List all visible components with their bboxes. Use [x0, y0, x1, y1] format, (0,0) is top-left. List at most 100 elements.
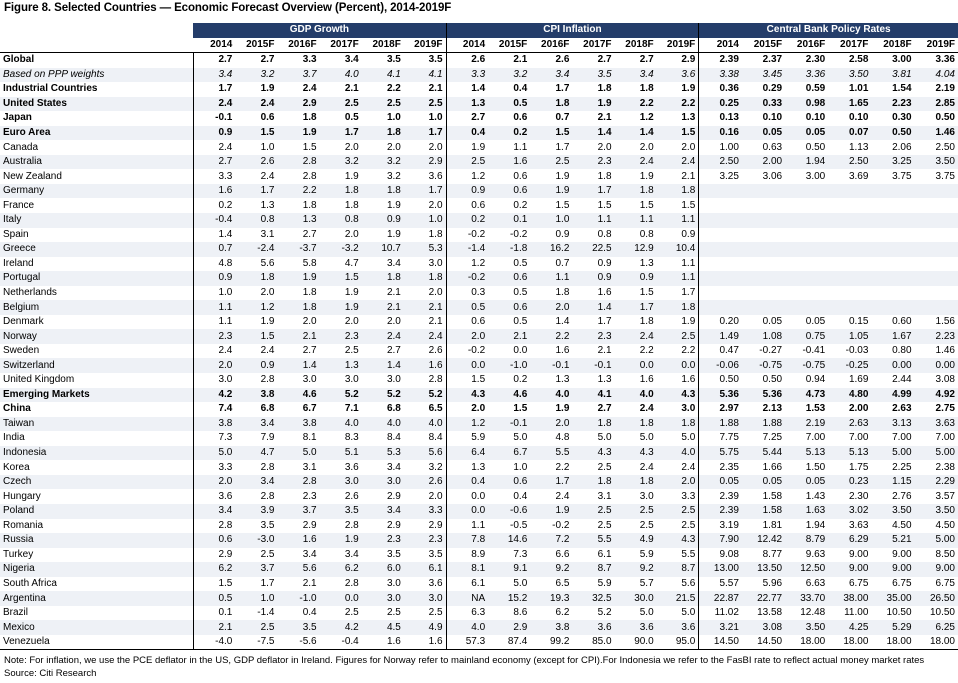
rate-cell: 0.05	[762, 316, 783, 328]
gdp-cell: 1.7	[319, 125, 362, 141]
row-label: United Kingdom	[3, 374, 75, 386]
gdp-cell: 1.8	[428, 228, 443, 240]
cpi-cell: 6.1	[597, 548, 612, 560]
cpi-cell: 1.8	[656, 183, 699, 199]
cpi-cell: 2.5	[572, 503, 615, 519]
rate-cell: 2.25	[892, 461, 912, 473]
cpi-cell: 0.8	[597, 228, 612, 240]
rate-cell: 2.97	[698, 402, 742, 417]
table-row: Nigeria 6.2 3.7 5.6 6.2 6.0 6.1 8.1 9.1 9.2 8.7 9.2…	[0, 562, 958, 577]
cpi-cell: 2.5	[614, 503, 657, 519]
gdp-cell: 2.3	[403, 533, 447, 548]
gdp-cell: 1.3	[277, 213, 320, 228]
gdp-cell: 2.1	[386, 287, 401, 299]
rate-cell	[742, 286, 785, 301]
cpi-cell: 1.5	[445, 373, 489, 388]
cpi-cell: 0.2	[513, 199, 528, 211]
cpi-cell: 2.0	[530, 300, 573, 315]
table-row: Based on PPP weights 3.4 3.2 3.7 4.0 4.1 4.1 3.…	[0, 67, 958, 83]
gdp-cell: 3.2	[361, 154, 404, 170]
gdp-cell: 2.4	[260, 170, 275, 182]
table-row: Germany 1.6 1.7 2.2 1.8 1.8 1.7 0.9 0.6 1.9 1.7 1.8…	[0, 183, 958, 199]
rate-cell	[785, 300, 829, 315]
row-label: Japan	[3, 112, 32, 124]
gdp-cell: 1.9	[319, 533, 362, 548]
gdp-cell: 2.0	[260, 287, 275, 299]
cpi-cell: 1.3	[639, 257, 654, 269]
rate-cell: 13.50	[741, 562, 786, 577]
rate-cell	[828, 213, 872, 228]
rate-cell	[785, 242, 829, 257]
rate-cell	[914, 271, 958, 286]
rate-cell	[742, 257, 785, 272]
table-row: Poland 3.4 3.9 3.7 3.5 3.4 3.3 0.0 -0.6 1.9 2.5 2.5…	[0, 503, 958, 519]
rate-cell: 3.38	[698, 67, 742, 83]
gdp-cell: 2.4	[260, 345, 275, 357]
gdp-cell: 4.1	[403, 67, 447, 83]
rate-cell: 5.13	[785, 445, 829, 461]
rate-cell: 3.75	[892, 170, 912, 182]
cpi-cell: 2.4	[639, 403, 654, 415]
gdp-cell: 1.9	[386, 199, 401, 211]
cpi-cell: 1.3	[555, 374, 570, 386]
gdp-cell: 2.8	[260, 461, 275, 473]
cpi-cell: 1.2	[639, 112, 654, 124]
gdp-cell: -0.1	[192, 111, 236, 126]
rate-cell: 0.50	[762, 374, 783, 386]
cpi-cell: 0.9	[555, 228, 570, 240]
cpi-cell: 0.2	[488, 125, 531, 141]
rate-cell: 1.65	[828, 96, 872, 112]
cpi-cell: 7.3	[513, 548, 528, 560]
rate-cell: 2.23	[871, 96, 915, 112]
footnote-source: Source: Citi Research	[4, 667, 97, 679]
cpi-cell: 1.5	[639, 287, 654, 299]
gdp-cell: 1.7	[403, 125, 447, 141]
rate-cell	[785, 271, 829, 286]
footnote-note: Note: For inflation, we use the PCE defl…	[4, 655, 925, 666]
gdp-cell: 5.0	[192, 445, 236, 461]
rate-cell: 0.50	[805, 141, 826, 153]
rate-cell: 2.29	[914, 474, 958, 490]
cpi-cell: 6.2	[555, 607, 570, 619]
gdp-cell: 10.7	[361, 242, 404, 257]
gdp-cell: 3.4	[235, 474, 278, 490]
gdp-cell: 4.9	[403, 620, 447, 635]
rate-cell: 0.10	[762, 112, 783, 124]
gdp-cell: 2.8	[344, 577, 359, 589]
cpi-cell: 0.5	[513, 316, 528, 328]
cpi-cell: 0.6	[445, 198, 489, 214]
cpi-cell: 21.5	[656, 591, 699, 606]
rate-cell: 0.05	[741, 474, 786, 490]
gdp-cell: 4.7	[235, 445, 278, 461]
cpi-cell: 0.7	[555, 257, 570, 269]
gdp-cell: 2.8	[302, 170, 317, 182]
cpi-cell: 5.0	[681, 607, 696, 619]
gdp-cell: 1.8	[319, 183, 362, 199]
rate-cell	[785, 213, 829, 228]
rate-cell	[742, 198, 785, 213]
rate-cell: 8.79	[785, 533, 829, 548]
cpi-cell: 2.9	[488, 620, 531, 635]
rate-cell: 1.46	[935, 345, 955, 357]
rate-cell: 1.53	[805, 403, 826, 415]
cpi-cell: 2.2	[614, 96, 657, 112]
cpi-cell: -0.2	[445, 227, 489, 243]
gdp-cell: 2.7	[260, 54, 275, 66]
cpi-cell: 2.1	[597, 345, 612, 357]
rate-cell	[871, 242, 915, 257]
rate-cell: 0.75	[785, 329, 829, 344]
gdp-cell: 6.7	[302, 403, 317, 415]
cpi-cell: 2.5	[530, 154, 573, 170]
gdp-cell: 2.4	[192, 343, 236, 359]
rate-cell: 5.36	[741, 387, 786, 403]
rate-cell: 2.85	[914, 96, 958, 112]
row-label: Romania	[3, 519, 44, 531]
gdp-cell: 3.6	[428, 577, 443, 589]
cpi-cell: 1.2	[445, 416, 489, 432]
rate-cell: 3.63	[848, 519, 869, 531]
rate-cell: 1.54	[892, 83, 912, 95]
cpi-cell: 5.0	[639, 432, 654, 444]
rate-cell: 4.04	[914, 67, 958, 83]
cpi-cell: 6.3	[445, 605, 489, 621]
gdp-cell: 7.1	[344, 403, 359, 415]
